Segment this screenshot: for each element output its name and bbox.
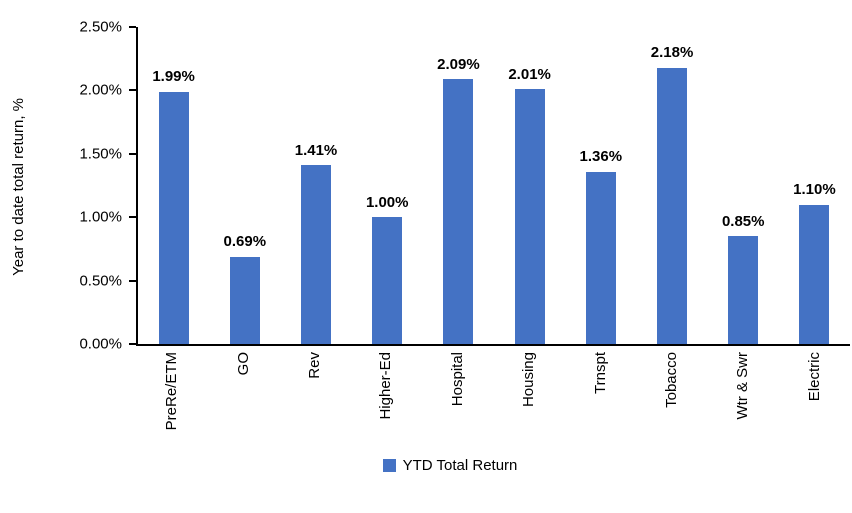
legend: YTD Total Return [48,457,852,474]
bar-value-label: 2.01% [508,65,551,83]
bar-group: 1.36% [565,27,636,344]
bar-value-label: 0.69% [223,233,267,251]
bar [372,217,403,344]
bar [585,171,616,344]
x-label-cell: PreRe/ETM [136,352,207,462]
bar-value-label: 1.41% [294,141,338,159]
bar [301,165,331,344]
y-tick-label: 0.50% [79,272,122,290]
bar-value-label: 2.18% [650,44,694,62]
x-label-cell: Hospital [422,352,493,462]
y-tick-mark [129,152,136,155]
bar-group: 1.41% [280,27,351,344]
bar-value-label: 1.10% [793,181,836,199]
y-tick-mark [129,216,136,219]
bar [443,79,474,344]
x-tick-label: Wtr & Swr [734,352,752,420]
bar-value-label: 1.36% [579,148,623,166]
bar-group: 0.85% [708,27,779,344]
bar-group: 1.10% [779,27,850,344]
x-tick-label: Higher-Ed [377,352,395,420]
bar-value-label: 2.09% [437,55,480,73]
x-label-cell: Higher-Ed [350,352,421,462]
x-tick-label: GO [234,352,252,376]
y-axis-title: Year to date total return, % [9,97,27,276]
x-tick-label: Tobacco [663,352,681,408]
y-tick-mark [129,279,136,282]
bar-group: 2.01% [494,27,565,344]
bar-group: 0.69% [209,27,280,344]
legend-swatch-icon [382,459,396,472]
x-tick-label: Hospital [448,352,466,407]
x-label-cell: Trnspt [564,352,635,462]
bar-value-label: 1.00% [365,193,409,211]
x-label-cell: Tobacco [636,352,707,462]
bar-value-label: 0.85% [721,212,765,230]
bar-group: 2.09% [423,27,494,344]
bar [657,67,688,344]
x-label-cell: Housing [493,352,564,462]
y-tick-label: 0.00% [79,335,122,353]
bar-group: 1.00% [352,27,423,344]
y-tick-label: 2.00% [79,81,122,99]
bar [229,256,260,344]
bar [799,204,830,344]
y-tick-label: 2.50% [79,18,122,36]
bar [158,91,189,344]
x-axis-labels: PreRe/ETM GO Rev Higher-Ed Hospital Housing Tr… [136,352,850,462]
bar [514,89,545,344]
x-tick-label: Trnspt [591,352,609,394]
bar-group: 2.18% [636,27,707,344]
x-label-cell: Wtr & Swr [707,352,778,462]
y-axis-title-container: Year to date total return, % [6,27,30,346]
bar-value-label: 1.99% [152,68,195,86]
bar [728,236,759,344]
x-tick-label: Rev [306,352,324,379]
x-label-cell: Rev [279,352,350,462]
bar-group: 1.99% [138,27,209,344]
y-tick-mark [129,89,136,92]
bar-series: 1.99% 0.69% 1.41% 1.00% 2.09% 2.01% 1.36% 2.18%… [138,27,850,344]
plot-area: 0.00% 0.50% 1.00% 1.50% 2.00% 2.50% 1.99% 0.69… [79,20,850,352]
y-tick-mark [129,343,136,345]
y-tick-label: 1.00% [79,208,122,226]
x-label-cell: Electric [779,352,850,462]
x-tick-label: Electric [805,352,823,402]
legend-label: YTD Total Return [402,457,518,474]
x-label-cell: GO [207,352,278,462]
x-tick-label: Housing [520,352,538,408]
x-tick-label: PreRe/ETM [163,352,181,431]
y-tick-mark [129,26,136,28]
y-tick-label: 1.50% [79,145,122,163]
